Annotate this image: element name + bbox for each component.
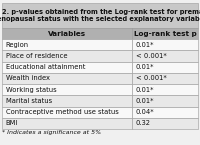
Text: < 0.001*: < 0.001* — [136, 76, 167, 81]
Text: Place of residence: Place of residence — [6, 53, 67, 59]
FancyBboxPatch shape — [2, 84, 132, 95]
FancyBboxPatch shape — [132, 95, 198, 107]
Text: 0.01*: 0.01* — [136, 64, 154, 70]
Text: Log-rank test p: Log-rank test p — [134, 31, 197, 37]
FancyBboxPatch shape — [132, 28, 198, 39]
FancyBboxPatch shape — [132, 39, 198, 50]
Text: Wealth index: Wealth index — [6, 76, 50, 81]
Text: 0.04*: 0.04* — [136, 109, 155, 115]
Text: 0.01*: 0.01* — [136, 42, 154, 48]
FancyBboxPatch shape — [2, 118, 132, 129]
FancyBboxPatch shape — [2, 62, 132, 73]
FancyBboxPatch shape — [2, 107, 132, 118]
FancyBboxPatch shape — [132, 73, 198, 84]
FancyBboxPatch shape — [132, 118, 198, 129]
Text: < 0.001*: < 0.001* — [136, 53, 167, 59]
Text: Marital status: Marital status — [6, 98, 52, 104]
Text: Table 2. p-values obtained from the Log-rank test for premature
menopausal statu: Table 2. p-values obtained from the Log-… — [0, 9, 200, 22]
FancyBboxPatch shape — [132, 62, 198, 73]
FancyBboxPatch shape — [132, 50, 198, 62]
FancyBboxPatch shape — [132, 84, 198, 95]
FancyBboxPatch shape — [2, 50, 132, 62]
Text: Educational attainment: Educational attainment — [6, 64, 85, 70]
FancyBboxPatch shape — [2, 28, 132, 39]
Text: Contraceptive method use status: Contraceptive method use status — [6, 109, 118, 115]
Text: 0.32: 0.32 — [136, 120, 151, 126]
Text: 0.01*: 0.01* — [136, 98, 154, 104]
Text: Region: Region — [6, 42, 29, 48]
Text: 0.01*: 0.01* — [136, 87, 154, 93]
FancyBboxPatch shape — [2, 39, 132, 50]
Text: Variables: Variables — [48, 31, 86, 37]
FancyBboxPatch shape — [2, 73, 132, 84]
FancyBboxPatch shape — [132, 107, 198, 118]
Text: BMI: BMI — [6, 120, 18, 126]
Text: Working status: Working status — [6, 87, 56, 93]
FancyBboxPatch shape — [2, 95, 132, 107]
FancyBboxPatch shape — [2, 3, 198, 28]
Text: * Indicates a significance at 5%: * Indicates a significance at 5% — [2, 130, 101, 135]
